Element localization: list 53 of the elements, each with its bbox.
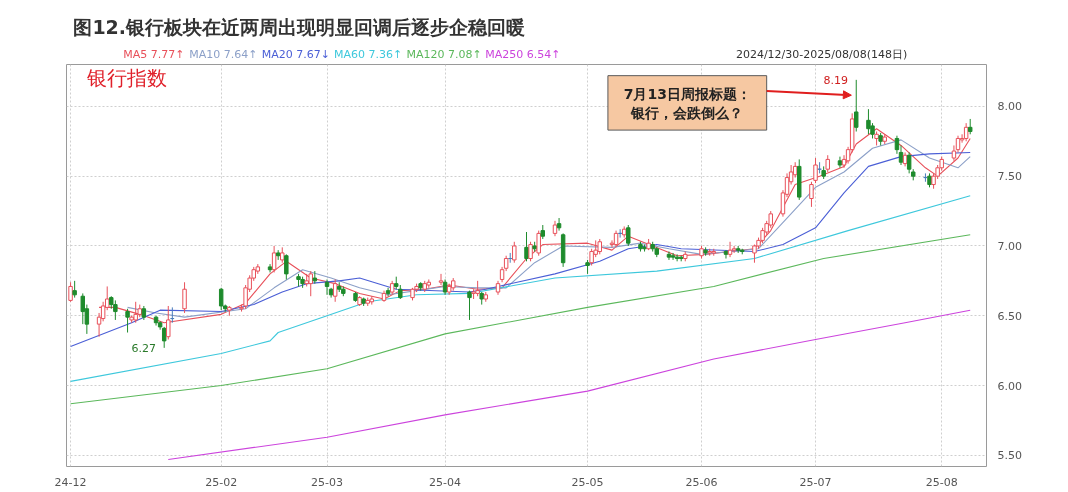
x-tick-label: 25-03: [311, 475, 344, 489]
candlestick: [666, 251, 672, 261]
candlestick: [854, 79, 859, 132]
candlestick: [438, 273, 444, 286]
candlestick: [556, 217, 562, 232]
candlestick: [837, 156, 843, 169]
x-tick-label: 25-04: [429, 475, 462, 489]
candlestick: [267, 263, 273, 273]
text: MA250 6.54↑: [485, 48, 561, 61]
x-tick-label: 25-07: [799, 475, 832, 489]
candlestick: [512, 241, 517, 264]
candlestick: [670, 252, 676, 261]
candlestick: [68, 281, 73, 303]
candlestick: [866, 108, 871, 135]
candlestick: [723, 249, 729, 260]
candlestick: [813, 157, 818, 184]
candlestick: [324, 278, 330, 296]
candlestick: [113, 299, 118, 321]
line-series: [167, 309, 971, 461]
candlestick: [467, 290, 472, 321]
chart-title: 图12.银行板块在近两周出现明显回调后逐步企稳回暖: [73, 15, 526, 38]
x-tick-label: 25-02: [205, 475, 238, 489]
x-tick-label: 25-08: [925, 475, 958, 489]
x-tick-label: 25-05: [571, 475, 604, 489]
x-tick-label: 25-06: [685, 475, 718, 489]
candlestick: [809, 181, 814, 208]
candlestick: [524, 231, 529, 262]
annotation: 8.19: [823, 73, 849, 87]
annotation: 6.27: [131, 341, 157, 355]
y-tick-label: 7.50: [997, 170, 1022, 184]
annotation: 7月13日周报标题：银行，会跌倒么？: [623, 85, 751, 122]
candlestick: [182, 281, 187, 314]
y-tick-label: 7.00: [997, 239, 1022, 253]
candlestick: [385, 287, 391, 297]
text: MA60 7.36↑: [334, 48, 403, 61]
y-tick-label: 6.00: [997, 379, 1022, 393]
text: 2024/12/30-2025/08/08(148日): [735, 48, 908, 61]
candlestick: [125, 308, 130, 333]
text: MA20 7.67↓: [261, 48, 330, 61]
y-tick-label: 5.50: [997, 449, 1022, 463]
candlestick: [528, 241, 533, 262]
candlestick: [626, 224, 631, 247]
line-series: [70, 195, 971, 382]
candlestick: [284, 253, 289, 280]
y-tick-label: 8.00: [997, 100, 1022, 114]
candlestick: [727, 241, 733, 258]
text: MA5 7.77↑: [123, 48, 185, 61]
y-tick-label: 6.50: [997, 309, 1022, 323]
x-tick-label: 24-12: [54, 475, 87, 489]
line-series: [70, 234, 971, 405]
annotation: 银行指数: [85, 66, 167, 91]
text: MA10 7.64↑: [189, 48, 258, 61]
text: MA120 7.08↑: [406, 48, 482, 61]
